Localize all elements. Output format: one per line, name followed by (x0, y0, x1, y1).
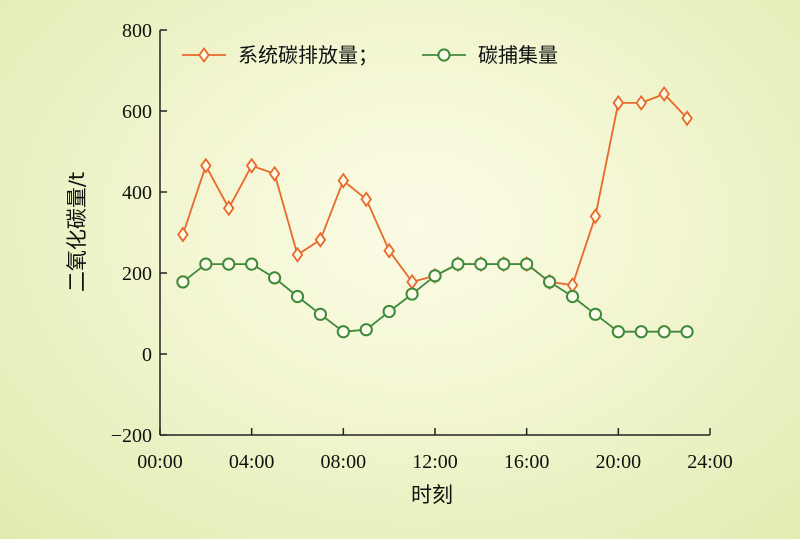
x-tick-label: 00:00 (137, 451, 183, 473)
data-point (588, 307, 603, 321)
data-point (245, 257, 259, 271)
data-point (268, 165, 281, 182)
data-point (383, 242, 395, 259)
y-tick-label: 800 (122, 20, 152, 42)
data-point (222, 200, 235, 217)
data-point (405, 287, 419, 301)
data-point (657, 325, 671, 339)
x-tick-label: 16:00 (504, 451, 550, 473)
data-point (635, 94, 648, 111)
y-axis-title: 二氧化碳量/t (65, 172, 89, 292)
data-point (382, 304, 396, 319)
data-point (451, 257, 465, 271)
data-point (267, 271, 282, 285)
data-point (565, 289, 580, 304)
data-point (336, 325, 350, 339)
data-point (245, 157, 258, 174)
x-tick-label: 24:00 (687, 451, 733, 473)
y-tick-label: −200 (111, 425, 152, 447)
data-point (222, 257, 236, 271)
data-point (680, 325, 694, 339)
x-tick-label: 20:00 (596, 451, 642, 473)
series-line (182, 93, 688, 287)
data-point (681, 110, 693, 127)
x-axis-title: 时刻 (411, 483, 453, 507)
y-tick-label: 400 (122, 182, 152, 204)
legend: 系统碳排放量； 碳捕集量 (182, 43, 558, 67)
data-point (520, 257, 534, 271)
data-point (291, 246, 304, 263)
legend-entry: 碳捕集量 (422, 43, 558, 67)
data-point (474, 257, 488, 271)
data-point (360, 191, 373, 208)
data-point (612, 94, 625, 111)
y-tick-label: 0 (142, 344, 152, 366)
data-point (634, 325, 648, 339)
data-point (314, 231, 327, 248)
legend-marker (198, 46, 210, 64)
data-point (200, 157, 212, 174)
legend-label: 系统碳排放量； (238, 43, 378, 67)
data-point (337, 172, 350, 189)
series-2 (176, 257, 694, 339)
data-point (177, 226, 189, 243)
data-point (497, 257, 511, 271)
data-point (359, 323, 373, 337)
data-point (290, 289, 305, 304)
data-point (566, 277, 579, 294)
data-point (658, 85, 670, 103)
series-layer (176, 85, 694, 339)
legend-marker (437, 48, 451, 62)
y-tick-label: 600 (122, 101, 152, 123)
x-tick-label: 12:00 (412, 451, 458, 473)
data-point (199, 257, 213, 271)
legend-label: 碳捕集量 (478, 43, 558, 67)
legend-entry: 系统碳排放量； (182, 43, 378, 67)
y-tick-label: 200 (122, 263, 152, 285)
data-point (176, 275, 190, 289)
axes: −200 0 200 400 600 800 00:00 04:00 08:00 12:00 16:… (111, 20, 733, 473)
data-point (313, 307, 328, 321)
data-point (611, 325, 625, 339)
x-tick-label: 08:00 (321, 451, 367, 473)
data-point (428, 269, 442, 283)
data-point (542, 275, 557, 289)
x-tick-label: 04:00 (229, 451, 275, 473)
data-point (589, 208, 602, 225)
